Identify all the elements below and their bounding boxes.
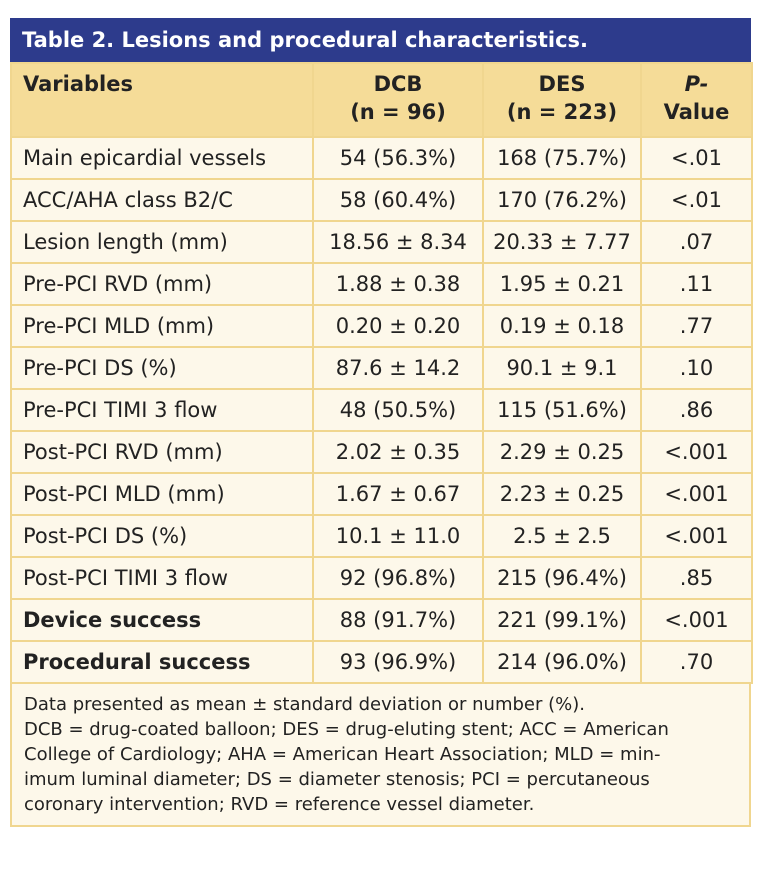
table-row: Pre-PCI TIMI 3 flow 48 (50.5%) 115 (51.6%)… <box>10 388 753 432</box>
table-cell: 54 (56.3%) <box>312 136 484 180</box>
table-cell: <.001 <box>640 472 753 516</box>
table-cell: <.001 <box>640 430 753 474</box>
table-cell: Post-PCI RVD (mm) <box>10 430 314 474</box>
table-cell: 0.20 ± 0.20 <box>312 304 484 348</box>
table-card: Table 2. Lesions and procedural characte… <box>10 18 753 827</box>
header-cell: P- Value <box>640 62 753 138</box>
header-text: (n = 223) <box>506 100 618 124</box>
table-row: Procedural success 93 (96.9%) 214 (96.0%).… <box>10 640 753 684</box>
footnote-line: Data presented as mean ± standard deviat… <box>24 694 585 715</box>
table-cell: <.01 <box>640 136 753 180</box>
table-cell: .77 <box>640 304 753 348</box>
table-cell: .70 <box>640 640 753 684</box>
table-cell: 1.95 ± 0.21 <box>482 262 642 306</box>
table-row: Post-PCI TIMI 3 flow 92 (96.8%) 215 (96.4%… <box>10 556 753 600</box>
table-cell: 88 (91.7%) <box>312 598 484 642</box>
table-row: ACC/AHA class B2/C 58 (60.4%) 170 (76.2%) <… <box>10 178 753 222</box>
table-cell: Pre-PCI MLD (mm) <box>10 304 314 348</box>
table-cell: 1.67 ± 0.67 <box>312 472 484 516</box>
table-cell: 168 (75.7%) <box>482 136 642 180</box>
footnote-line: DCB = drug-coated balloon; DES = drug-el… <box>24 719 669 740</box>
table-cell: Post-PCI DS (%) <box>10 514 314 558</box>
table-cell: .86 <box>640 388 753 432</box>
header-text: (n = 96) <box>350 100 446 124</box>
table-cell: 170 (76.2%) <box>482 178 642 222</box>
table-cell: <.001 <box>640 598 753 642</box>
header-text: Value <box>663 100 730 124</box>
table-cell: Post-PCI TIMI 3 flow <box>10 556 314 600</box>
table-row: Post-PCI MLD (mm) 1.67 ± 0.67 2.23 ± 0.25 <… <box>10 472 753 516</box>
table-cell: <.001 <box>640 514 753 558</box>
header-cell: Variables <box>10 62 314 138</box>
footnote-line: imum luminal diameter; DS = diameter ste… <box>24 769 650 790</box>
table-cell: Device success <box>10 598 314 642</box>
header-text: DCB <box>373 72 423 96</box>
table-row: Main epicardial vessels 54 (56.3%) 168 (75… <box>10 136 753 180</box>
table-row: Pre-PCI RVD (mm) 1.88 ± 0.38 1.95 ± 0.21.1… <box>10 262 753 306</box>
table-cell: .10 <box>640 346 753 390</box>
table-cell: .07 <box>640 220 753 264</box>
table-cell: Pre-PCI TIMI 3 flow <box>10 388 314 432</box>
table-cell: Procedural success <box>10 640 314 684</box>
table-cell: 92 (96.8%) <box>312 556 484 600</box>
table-row: Lesion length (mm) 18.56 ± 8.34 20.33 ± 7.… <box>10 220 753 264</box>
table-cell: 214 (96.0%) <box>482 640 642 684</box>
table-cell: 87.6 ± 14.2 <box>312 346 484 390</box>
table-cell: Pre-PCI RVD (mm) <box>10 262 314 306</box>
table-cell: 2.5 ± 2.5 <box>482 514 642 558</box>
table-cell: <.01 <box>640 178 753 222</box>
table-cell: 215 (96.4%) <box>482 556 642 600</box>
header-row: Variables DCB (n = 96) DES (n = 223) P- Val… <box>10 62 753 138</box>
footnote-line: coronary intervention; RVD = reference v… <box>24 794 535 815</box>
table-cell: 58 (60.4%) <box>312 178 484 222</box>
table-title: Table 2. Lesions and procedural characte… <box>10 18 751 62</box>
table-cell: 221 (99.1%) <box>482 598 642 642</box>
table-cell: 2.29 ± 0.25 <box>482 430 642 474</box>
table-row: Post-PCI DS (%) 10.1 ± 11.0 2.5 ± 2.5 <.001 <box>10 514 753 558</box>
table-cell: ACC/AHA class B2/C <box>10 178 314 222</box>
table-body: Main epicardial vessels 54 (56.3%) 168 (75… <box>10 136 753 684</box>
header-text: DES <box>538 72 586 96</box>
footnote-line: College of Cardiology; AHA = American He… <box>24 744 661 765</box>
table-cell: Pre-PCI DS (%) <box>10 346 314 390</box>
table-cell: 2.23 ± 0.25 <box>482 472 642 516</box>
table-cell: 0.19 ± 0.18 <box>482 304 642 348</box>
table-row: Device success 88 (91.7%) 221 (99.1%) <.001 <box>10 598 753 642</box>
table-cell: 1.88 ± 0.38 <box>312 262 484 306</box>
table-cell: Main epicardial vessels <box>10 136 314 180</box>
table-cell: .85 <box>640 556 753 600</box>
table-cell: 90.1 ± 9.1 <box>482 346 642 390</box>
header-cell: DES (n = 223) <box>482 62 642 138</box>
table-row: Pre-PCI DS (%) 87.6 ± 14.2 90.1 ± 9.1.10 <box>10 346 753 390</box>
table-cell: 115 (51.6%) <box>482 388 642 432</box>
footnote: Data presented as mean ± standard deviat… <box>10 684 751 827</box>
header-cell: DCB (n = 96) <box>312 62 484 138</box>
table-row: Pre-PCI MLD (mm) 0.20 ± 0.20 0.19 ± 0.18.7… <box>10 304 753 348</box>
table-cell: Lesion length (mm) <box>10 220 314 264</box>
table-row: Post-PCI RVD (mm) 2.02 ± 0.35 2.29 ± 0.25 <… <box>10 430 753 474</box>
table-cell: .11 <box>640 262 753 306</box>
table-cell: 18.56 ± 8.34 <box>312 220 484 264</box>
table: Variables DCB (n = 96) DES (n = 223) P- Val… <box>10 62 753 684</box>
table-cell: 10.1 ± 11.0 <box>312 514 484 558</box>
table-cell: 2.02 ± 0.35 <box>312 430 484 474</box>
table-cell: 20.33 ± 7.77 <box>482 220 642 264</box>
table-cell: 93 (96.9%) <box>312 640 484 684</box>
table-cell: Post-PCI MLD (mm) <box>10 472 314 516</box>
header-text: P- <box>684 72 709 96</box>
table-cell: 48 (50.5%) <box>312 388 484 432</box>
